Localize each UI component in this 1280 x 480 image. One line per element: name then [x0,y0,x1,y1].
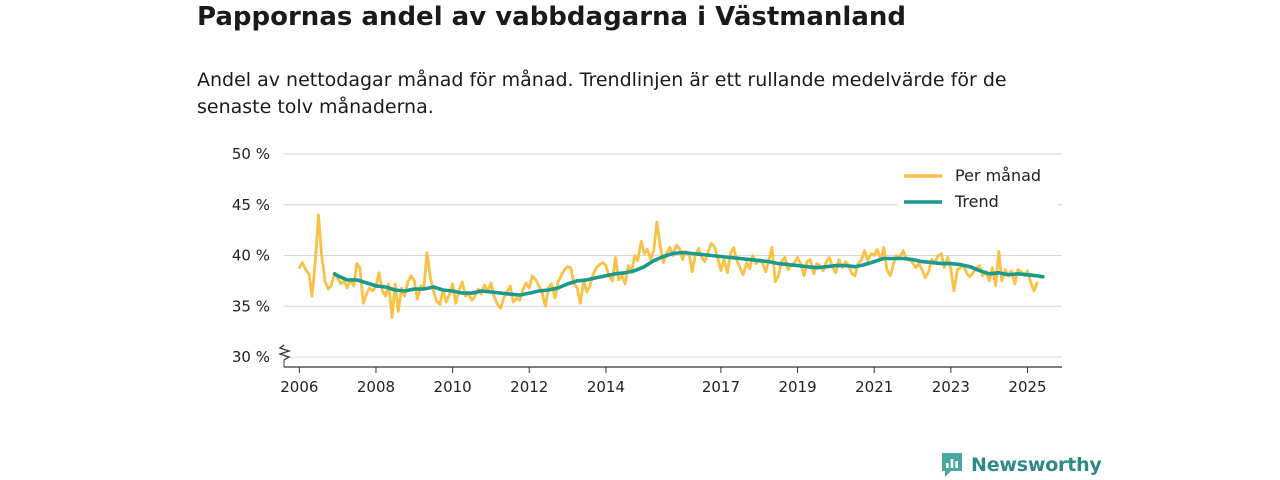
x-tick-label: 2010 [434,378,472,396]
y-tick-label: 40 % [232,247,270,265]
x-tick-label: 2014 [587,378,625,396]
newsworthy-logo-icon [942,453,962,477]
legend-label: Trend [954,192,999,211]
axis-break-icon [277,344,292,361]
x-tick-label: 2006 [280,378,318,396]
y-tick-label: 35 % [232,297,270,315]
legend-label: Per månad [955,166,1041,185]
x-tick-label: 2019 [778,378,816,396]
legend: Per månad Trend [898,163,1058,213]
y-axis-ticks: 30 % 35 % 40 % 45 % 50 % [232,145,270,366]
x-tick-label: 2025 [1008,378,1046,396]
y-tick-label: 45 % [232,196,270,214]
x-tick-label: 2021 [855,378,893,396]
y-tick-label: 50 % [232,145,270,163]
series-line-trend [332,250,1045,297]
series-lines [297,213,1045,319]
x-tick-label: 2012 [510,378,548,396]
y-tick-label: 30 % [232,348,270,366]
chart-title: Pappornas andel av vabbdagarna i Västman… [197,2,906,32]
series-line-monthly [297,213,1039,319]
x-tick-label: 2023 [932,378,970,396]
brand-name: Newsworthy [971,454,1102,476]
legend-background [898,163,1058,213]
x-tick-label: 2017 [702,378,740,396]
x-tick-label: 2008 [357,378,395,396]
chart-subtitle: Andel av nettodagar månad för månad. Tre… [197,69,1007,118]
x-axis: 2006 2008 2010 2012 2014 2017 2019 2021 2023 2025 [277,344,1062,396]
brand-logo: Newsworthy [940,451,1102,479]
